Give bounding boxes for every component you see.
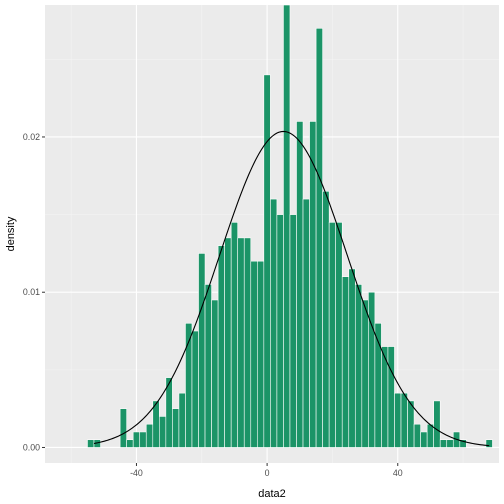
histogram-bar	[172, 408, 180, 448]
histogram-bar	[243, 237, 252, 448]
histogram-bar	[361, 299, 369, 448]
x-axis: -40 0 40	[130, 463, 403, 478]
histogram-bar	[289, 214, 297, 448]
histogram-bar	[309, 121, 317, 448]
y-axis-title: density	[5, 216, 17, 251]
y-tick-label: 0.02	[23, 132, 40, 142]
histogram-bar	[250, 260, 258, 448]
x-tick-label: 40	[393, 468, 403, 478]
histogram-bar	[420, 431, 428, 448]
histogram-bar	[198, 253, 206, 448]
histogram-bar	[159, 416, 167, 448]
density-curve	[93, 130, 490, 447]
histogram-bar	[257, 260, 265, 448]
histogram-bar	[335, 222, 343, 448]
histogram-bar	[283, 4, 291, 448]
histogram-bar	[296, 121, 304, 448]
histogram-bar	[217, 245, 225, 448]
histogram-bar	[204, 284, 212, 448]
histogram-bar	[237, 237, 245, 448]
histogram-bar	[368, 291, 376, 448]
x-tick-label: 0	[265, 468, 270, 478]
histogram-bar	[433, 400, 441, 448]
histogram-bar	[87, 439, 95, 448]
histogram-bar	[387, 346, 395, 448]
x-tick-label: -40	[130, 468, 143, 478]
histogram-bar	[93, 439, 101, 448]
y-tick-label: 0.00	[23, 442, 40, 452]
y-tick-label: 0.01	[23, 287, 40, 297]
histogram-bar	[426, 423, 434, 448]
histogram-bar	[230, 222, 239, 448]
histogram-bar	[270, 198, 278, 448]
histogram-bar	[302, 198, 310, 448]
histogram-bar	[322, 191, 330, 448]
histogram-bar	[224, 237, 232, 448]
histogram-bar	[354, 284, 363, 448]
histogram-bar	[276, 214, 284, 448]
histogram-bar	[152, 400, 160, 448]
histogram-bar	[413, 423, 421, 448]
histogram-bar	[139, 431, 147, 448]
histogram-bar	[145, 423, 154, 448]
histogram-bar	[400, 392, 408, 448]
histogram-bar	[126, 439, 134, 448]
histogram-bar	[119, 408, 127, 448]
histogram-bar	[341, 276, 350, 448]
histogram-bar	[211, 299, 219, 448]
histogram-bar	[394, 392, 402, 448]
x-axis-title: data2	[258, 488, 286, 500]
histogram-bar	[132, 431, 141, 448]
histogram-bar	[407, 400, 415, 448]
histogram-bar	[439, 439, 448, 448]
histogram-bar	[263, 74, 271, 448]
histogram-bar	[178, 392, 186, 448]
histogram-bar	[485, 439, 493, 448]
histogram-bar	[315, 27, 323, 448]
histogram-bar	[446, 439, 454, 448]
histogram-bar	[191, 330, 199, 448]
histogram-bar	[328, 222, 336, 448]
histogram-bar	[348, 268, 356, 448]
y-axis: 0.00 0.01 0.02	[23, 132, 45, 452]
histogram-bars	[87, 4, 493, 448]
histogram-bar	[459, 439, 467, 448]
